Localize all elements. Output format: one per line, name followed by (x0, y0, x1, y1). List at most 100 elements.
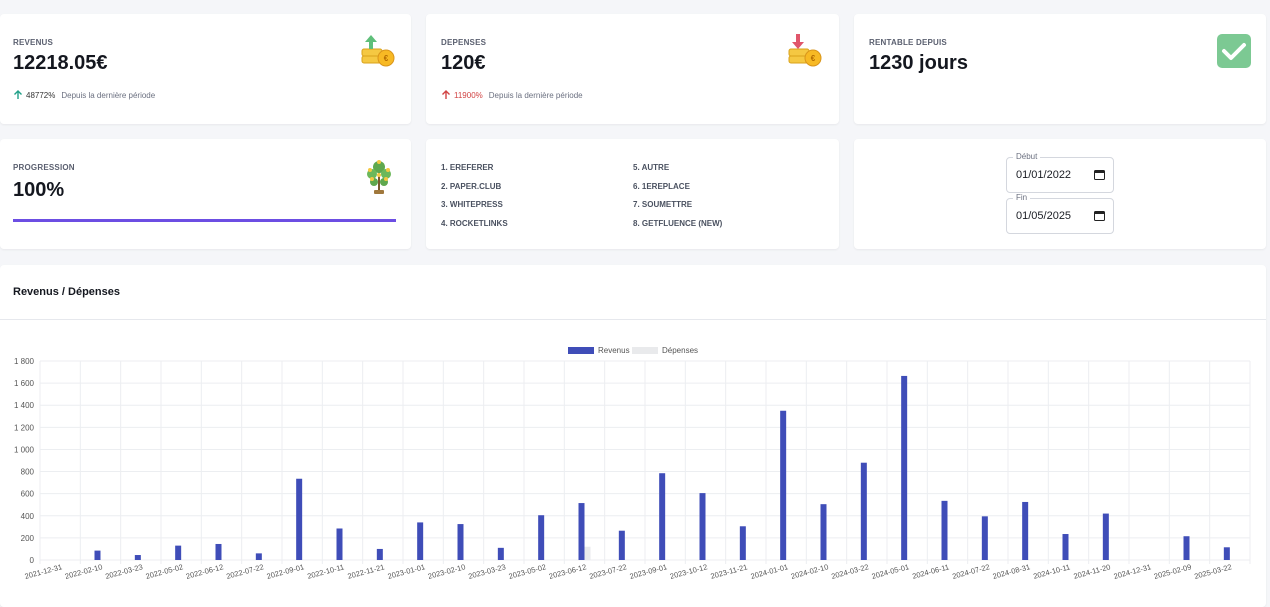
x-tick-label: 2023-09-01 (629, 562, 668, 581)
depenses-value: 120€ (441, 52, 486, 74)
x-tick-label: 2024-12-31 (1113, 562, 1152, 581)
depenses-label: DEPENSES (441, 38, 487, 47)
x-tick-label: 2024-06-11 (911, 562, 950, 580)
y-tick-label: 800 (21, 468, 35, 477)
revenus-bar (659, 473, 666, 560)
y-tick-label: 600 (21, 490, 35, 499)
x-tick-label: 2024-05-01 (871, 562, 910, 581)
progression-label: PROGRESSION (13, 163, 75, 172)
revenus-bar (497, 547, 504, 560)
chart-title: Revenus / Dépenses (13, 286, 120, 298)
source-item: 4. ROCKETLINKS (441, 219, 508, 228)
debut-label: Début (1013, 152, 1041, 161)
revenus-bar (780, 410, 787, 560)
calendar-icon[interactable] (1094, 169, 1105, 180)
x-tick-label: 2024-07-22 (951, 562, 990, 581)
revenus-bar (538, 515, 545, 560)
progression-card: PROGRESSION 100% (0, 139, 411, 249)
revenus-bar (901, 375, 908, 560)
x-tick-label: 2022-11-21 (347, 562, 386, 580)
revenus-bar (578, 503, 585, 560)
depenses-trend-text: Depuis la dernière période (488, 90, 583, 100)
y-tick-label: 200 (21, 534, 35, 543)
progression-value: 100% (13, 179, 65, 201)
calendar-icon[interactable] (1094, 210, 1105, 221)
x-tick-label: 2023-03-23 (467, 562, 506, 581)
chart-card: Revenus / Dépenses 0 200 400 600 800 1 000 1 2… (0, 265, 1266, 607)
x-tick-label: 2021-12-31 (24, 562, 63, 581)
x-tick-label: 2023-11-21 (710, 562, 749, 580)
rentable-card: RENTABLE DEPUIS 1230 jours (854, 14, 1266, 124)
x-tick-label: 2023-10-12 (669, 562, 708, 581)
revenus-bar (941, 500, 948, 560)
source-item: 7. SOUMETTRE (633, 200, 693, 209)
revenus-trend: 48772% Depuis la dernière période (13, 90, 155, 100)
fin-date-input[interactable]: Fin 01/05/2025 (1006, 193, 1114, 234)
revenus-bar (255, 553, 262, 560)
revenus-bar (336, 528, 343, 560)
progress-fill (13, 219, 396, 222)
revenus-label: REVENUS (13, 38, 54, 47)
y-tick-label: 1 000 (14, 445, 35, 454)
money-up-icon: € (361, 35, 395, 67)
x-tick-label: 2022-06-12 (185, 562, 224, 581)
x-tick-label: 2024-11-20 (1073, 562, 1112, 580)
source-item: 8. GETFLUENCE (NEW) (633, 219, 723, 228)
svg-text:€: € (384, 54, 389, 63)
fin-label: Fin (1013, 193, 1031, 202)
revenus-bar (820, 504, 827, 560)
y-tick-label: 1 600 (14, 379, 35, 388)
revenus-bar (417, 522, 424, 560)
revenus-bar (134, 555, 141, 560)
revenus-bar (457, 524, 464, 560)
y-tick-label: 1 200 (14, 423, 35, 432)
revenus-bar (376, 548, 383, 560)
revenus-bar (296, 478, 303, 560)
x-tick-label: 2022-07-22 (225, 562, 264, 581)
rentable-value: 1230 jours (869, 52, 968, 74)
legend-label-revenus: Revenus (598, 346, 630, 355)
x-tick-label: 2025-03-22 (1193, 562, 1232, 581)
revenus-trend-pct: 48772% (26, 90, 56, 100)
money-tree-icon (367, 160, 391, 194)
x-tick-label: 2023-05-02 (508, 562, 547, 581)
x-tick-label: 2023-07-22 (588, 562, 627, 581)
revenus-card: REVENUS 12218.05€ 48772% Depuis la derni… (0, 14, 411, 124)
source-item: 3. WHITEPRESS (441, 200, 503, 209)
svg-text:€: € (811, 54, 816, 63)
x-tick-label: 2022-05-02 (145, 562, 184, 581)
sources-card: 1. EREFERER 2. PAPER.CLUB 3. WHITEPRESS … (426, 139, 839, 249)
x-tick-label: 2022-10-11 (306, 562, 345, 580)
arrow-up-icon (14, 90, 22, 99)
x-tick-label: 2024-03-22 (830, 562, 869, 581)
legend-label-depenses: Dépenses (662, 346, 698, 355)
source-item: 2. PAPER.CLUB (441, 182, 502, 191)
x-tick-label: 2025-02-09 (1153, 562, 1192, 581)
y-tick-label: 1 800 (14, 357, 35, 366)
legend-swatch-revenus (568, 347, 594, 354)
x-tick-label: 2024-08-31 (992, 562, 1031, 581)
revenus-bar (1102, 513, 1109, 560)
depenses-trend-pct: 11900% (454, 90, 483, 100)
debut-value: 01/01/2022 (1016, 169, 1072, 181)
revenus-bar (860, 462, 867, 560)
revenus-bar (1022, 501, 1029, 560)
debut-date-input[interactable]: Début 01/01/2022 (1006, 152, 1114, 193)
x-tick-label: 2024-01-01 (750, 562, 789, 581)
y-tick-label: 1 400 (14, 401, 35, 410)
depenses-card: DEPENSES 120€ 11900% Depuis la dernière … (426, 14, 839, 124)
revenus-value: 12218.05€ (13, 52, 108, 74)
revenus-bar (215, 543, 222, 560)
revenus-bar (1183, 536, 1190, 560)
y-tick-label: 400 (21, 512, 35, 521)
x-tick-label: 2023-06-12 (548, 562, 587, 581)
legend-swatch-depenses (632, 347, 658, 354)
money-down-icon: € (788, 34, 822, 67)
x-tick-label: 2023-02-10 (427, 562, 466, 581)
revenus-bar (618, 530, 625, 560)
y-tick-label: 0 (30, 556, 35, 565)
depenses-trend: 11900% Depuis la dernière période (441, 90, 583, 100)
divider (0, 319, 1266, 320)
revenus-bar (175, 545, 182, 560)
revenus-depenses-chart: 0 200 400 600 800 1 000 1 200 1 400 1 600 1 800 20… (14, 346, 1251, 581)
